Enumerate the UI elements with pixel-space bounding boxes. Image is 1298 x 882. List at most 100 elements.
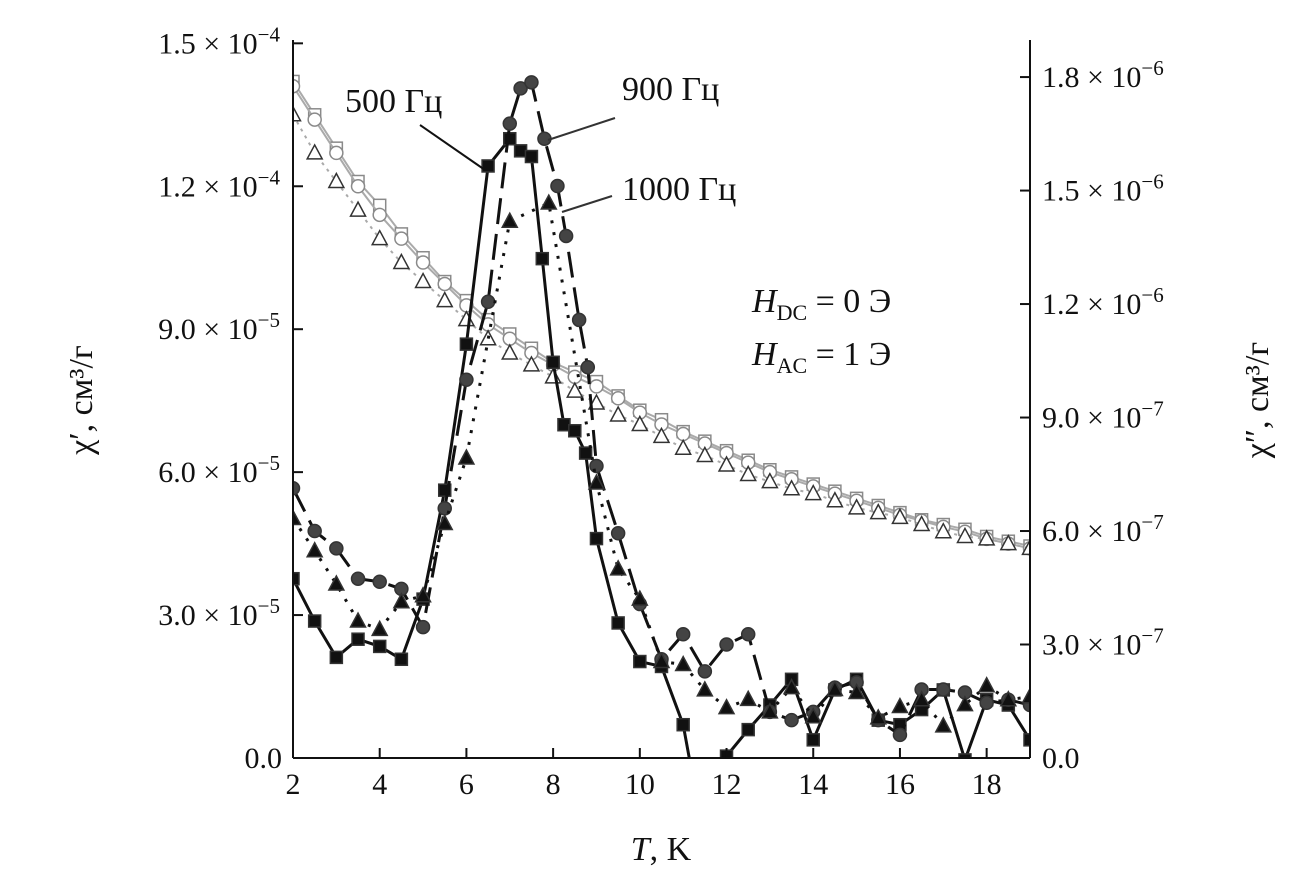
- data-point-circle: [350, 571, 366, 586]
- data-point-circle: [571, 312, 587, 328]
- series-χ″-900-Гц: [293, 75, 1030, 743]
- data-point-triangle: [370, 229, 389, 246]
- data-point-circle: [293, 78, 301, 94]
- data-point-circle: [784, 712, 799, 728]
- series-line: [293, 200, 1030, 729]
- data-point-triangle: [912, 690, 931, 707]
- data-point-triangle: [652, 426, 671, 444]
- data-point-triangle: [977, 529, 996, 546]
- data-point-triangle: [652, 651, 671, 669]
- data-point-square: [741, 722, 755, 737]
- data-point-triangle: [717, 698, 736, 715]
- data-point-circle: [307, 112, 322, 127]
- data-point-circle: [415, 619, 431, 635]
- data-point-triangle: [934, 716, 953, 733]
- data-point-triangle: [891, 507, 909, 525]
- y-axis-label-right: χ″, см³/г: [1239, 342, 1276, 459]
- data-point-triangle: [305, 143, 324, 160]
- data-point-triangle: [327, 574, 346, 591]
- x-tick-label: 12: [712, 768, 742, 801]
- data-point-circle: [589, 379, 604, 394]
- data-point-triangle: [631, 589, 649, 606]
- data-point-square: [1023, 733, 1030, 747]
- data-point-triangle: [869, 708, 888, 725]
- data-point-triangle: [349, 611, 367, 628]
- left-tick-label: 1.2 × 10−4: [158, 165, 280, 203]
- data-point-triangle: [305, 541, 324, 558]
- data-point-triangle: [587, 473, 606, 490]
- data-point-triangle: [977, 676, 996, 693]
- data-point-circle: [415, 255, 431, 270]
- data-point-circle: [437, 276, 452, 292]
- annotation-1000: 1000 Гц: [622, 171, 736, 208]
- data-point-triangle: [392, 252, 411, 270]
- annotation-hac: HAC = 1 Э: [751, 336, 891, 378]
- data-point-circle: [936, 682, 951, 697]
- series-line: [293, 85, 1030, 550]
- series-χ′-900-Гц: [293, 78, 1030, 556]
- data-point-triangle: [934, 522, 953, 539]
- right-tick-label: 3.0 × 10−7: [1042, 624, 1164, 662]
- leader-500: [419, 124, 486, 171]
- data-point-triangle: [609, 405, 627, 422]
- data-point-circle: [697, 664, 713, 679]
- data-point-circle: [502, 116, 518, 131]
- data-point-triangle: [540, 193, 558, 210]
- data-point-triangle: [739, 689, 757, 707]
- data-point-circle: [610, 526, 626, 541]
- data-point-triangle: [696, 445, 714, 463]
- data-point-triangle: [847, 682, 866, 700]
- left-tick-label: 6.0 × 10−5: [158, 451, 280, 489]
- data-point-circle: [675, 627, 691, 642]
- data-point-square: [611, 616, 625, 630]
- data-point-circle: [502, 331, 518, 346]
- data-point-square: [690, 790, 702, 802]
- data-point-triangle: [674, 654, 692, 672]
- data-point-circle: [513, 81, 528, 96]
- data-point-triangle: [782, 479, 801, 496]
- series-line: [293, 80, 1030, 738]
- data-point-triangle: [349, 200, 367, 217]
- data-point-triangle: [826, 679, 844, 697]
- data-point-circle: [293, 481, 301, 496]
- data-point-circle: [524, 75, 539, 90]
- data-point-circle: [892, 727, 908, 743]
- data-point-triangle: [457, 310, 476, 327]
- data-point-triangle: [804, 483, 822, 501]
- data-point-square: [394, 652, 409, 667]
- data-point-square: [546, 355, 560, 370]
- x-tick-label: 18: [972, 768, 1002, 801]
- data-point-triangle: [1021, 687, 1030, 704]
- data-point-circle: [480, 294, 496, 310]
- data-point-triangle: [327, 171, 346, 189]
- data-point-circle: [558, 228, 574, 244]
- data-point-square: [524, 149, 539, 164]
- series-layer: [293, 74, 1030, 802]
- x-tick-label: 4: [372, 768, 387, 801]
- annotation-hdc: HDC = 0 Э: [751, 283, 891, 325]
- x-tick-label: 16: [885, 768, 915, 801]
- data-point-triangle: [696, 680, 714, 697]
- data-point-circle: [580, 359, 596, 375]
- leader-1000: [561, 195, 613, 213]
- data-point-triangle: [414, 271, 432, 289]
- right-tick-label: 9.0 × 10−7: [1042, 397, 1164, 435]
- data-point-triangle: [891, 696, 909, 714]
- annotation-500: 500 Гц: [345, 83, 442, 120]
- data-point-circle: [350, 179, 366, 194]
- annotation-900: 900 Гц: [622, 71, 719, 108]
- data-point-square: [806, 733, 820, 747]
- data-point-triangle: [912, 514, 931, 532]
- left-tick-label: 0.0: [245, 742, 283, 775]
- x-tick-label: 2: [286, 768, 301, 801]
- data-point-triangle: [631, 414, 649, 432]
- right-tick-label: 6.0 × 10−7: [1042, 510, 1164, 548]
- x-axis-label: T, K: [631, 831, 692, 868]
- right-tick-label: 1.2 × 10−6: [1042, 283, 1164, 321]
- data-point-triangle: [457, 448, 476, 465]
- data-point-triangle: [717, 455, 736, 472]
- left-tick-label: 1.5 × 10−4: [158, 22, 280, 60]
- data-point-square: [676, 717, 690, 732]
- right-tick-label: 0.0: [1042, 742, 1080, 775]
- data-point-triangle: [522, 355, 541, 372]
